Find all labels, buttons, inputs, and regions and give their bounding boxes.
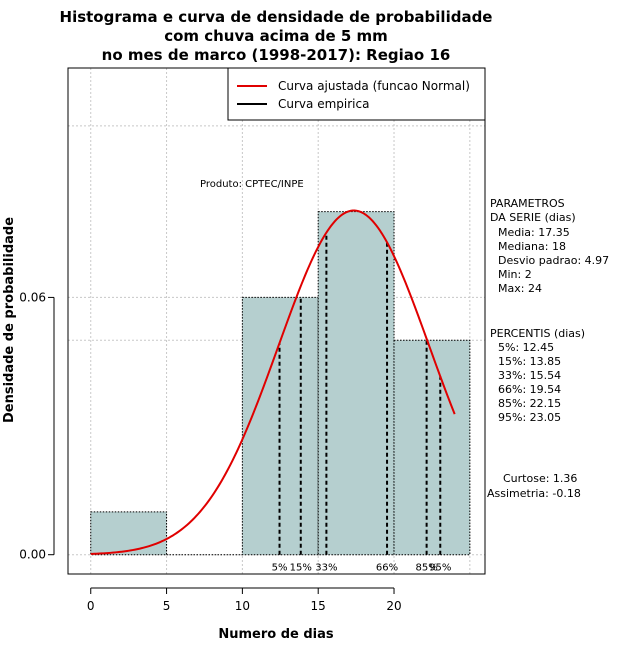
fitted-curve	[90, 209, 456, 555]
histogram-bars	[90, 211, 471, 556]
legend-label-fitted: Curva ajustada (funcao Normal)	[278, 79, 470, 93]
percentis-line: 85%: 22.15	[498, 397, 561, 410]
parametros-line: Media: 17.35	[498, 226, 570, 239]
y-tick-label: 0.00	[19, 548, 46, 562]
chart-title-line-1: Histograma e curva de densidade de proba…	[60, 8, 493, 26]
legend-label-empirical: Curva empirica	[278, 97, 369, 111]
x-tick-label: 0	[87, 599, 95, 613]
parametros-line: Min: 2	[498, 268, 532, 281]
percentis-line: 33%: 15.54	[498, 369, 561, 382]
percentis-line: 66%: 19.54	[498, 383, 561, 396]
normal-fit-curve	[90, 209, 456, 555]
percentile-tick-label: 85%	[416, 563, 438, 574]
parametros-line: Mediana: 18	[498, 240, 566, 253]
parametros-line: Desvio padrao: 4.97	[498, 254, 609, 267]
stats-panel: Curtose: 1.36 Assimetria: -0.18	[487, 472, 581, 500]
axes: 0 5 10 15 20 0.00 0.06	[19, 290, 401, 613]
x-tick-label: 5	[163, 599, 171, 613]
histogram-bar	[393, 339, 471, 556]
percentis-line: 15%: 13.85	[498, 355, 561, 368]
curtose-value: Curtose: 1.36	[503, 472, 577, 485]
parametros-header-1: PARAMETROS	[490, 197, 565, 210]
histogram-bar	[90, 511, 168, 556]
parametros-line: Max: 24	[498, 282, 542, 295]
percentile-lines: 5% 15% 33% 66% 85%95%	[272, 232, 451, 574]
product-label: Produto: CPTEC/INPE	[200, 179, 304, 190]
y-axis-label: Densidade de probabilidade	[2, 217, 17, 423]
percentile-tick-label: 15%	[290, 563, 312, 574]
x-tick-label: 10	[235, 599, 250, 613]
parametros-panel: PARAMETROS DA SERIE (dias) Media: 17.35 …	[490, 197, 609, 295]
percentile-tick-label: 66%	[376, 563, 398, 574]
parametros-header-2: DA SERIE (dias)	[490, 211, 576, 224]
histogram-bar	[317, 211, 395, 556]
legend: Curva ajustada (funcao Normal) Curva emp…	[227, 67, 486, 121]
x-tick-label: 20	[386, 599, 401, 613]
x-axis-label: Numero de dias	[218, 627, 334, 642]
percentis-panel: PERCENTIS (dias) 5%: 12.45 15%: 13.85 33…	[490, 327, 585, 424]
legend-box	[227, 67, 486, 121]
percentis-line: 95%: 23.05	[498, 411, 561, 424]
percentis-line: 5%: 12.45	[498, 341, 554, 354]
percentis-header: PERCENTIS (dias)	[490, 327, 585, 340]
y-tick-label: 0.06	[19, 290, 46, 304]
x-tick-label: 15	[311, 599, 326, 613]
percentile-tick-label: 33%	[315, 563, 337, 574]
chart-title-line-3: no mes de marco (1998-2017): Regiao 16	[102, 46, 451, 64]
chart-title-line-2: com chuva acima de 5 mm	[164, 27, 388, 45]
percentile-tick-label: 95%	[429, 563, 451, 574]
percentile-tick-label: 5%	[272, 563, 288, 574]
assimetria-value: Assimetria: -0.18	[487, 487, 581, 500]
